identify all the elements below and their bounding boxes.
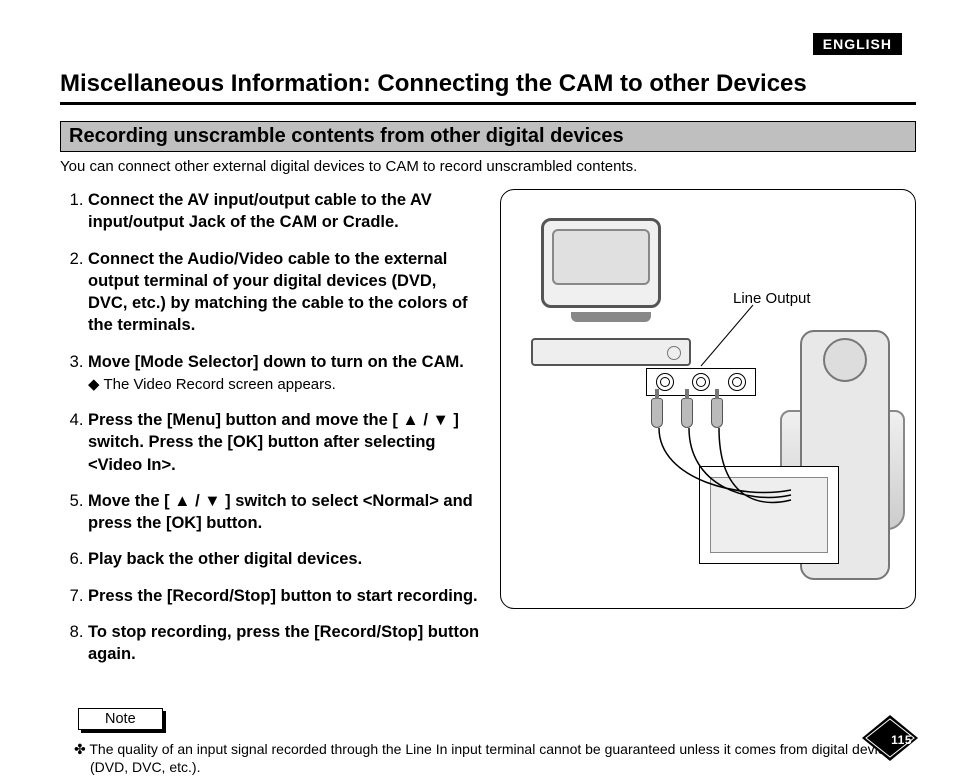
tv-icon [541, 218, 681, 328]
step-text: Press the [Menu] button and move the [ ▲… [88, 411, 459, 474]
step-2: Connect the Audio/Video cable to the ext… [88, 248, 480, 337]
steps-list: Connect the AV input/output cable to the… [60, 189, 480, 680]
rca-plugs-icon [651, 398, 723, 428]
step-text: Connect the Audio/Video cable to the ext… [88, 250, 468, 335]
step-4: Press the [Menu] button and move the [ ▲… [88, 409, 480, 476]
step-text: Move [Mode Selector] down to turn on the… [88, 353, 464, 371]
step-5: Move the [ ▲ / ▼ ] switch to select <Nor… [88, 490, 480, 535]
content-row: Connect the AV input/output cable to the… [60, 189, 916, 680]
page-corner-icon: 115 [862, 715, 918, 761]
manual-page: ENGLISH Miscellaneous Information: Conne… [0, 0, 954, 779]
output-jacks-icon [646, 368, 756, 396]
page-title: Miscellaneous Information: Connecting th… [60, 70, 916, 105]
step-8: To stop recording, press the [Record/Sto… [88, 621, 480, 666]
step-text: Connect the AV input/output cable to the… [88, 191, 432, 231]
step-text: Move the [ ▲ / ▼ ] switch to select <Nor… [88, 492, 473, 532]
player-deck-icon [531, 338, 691, 366]
page-number: 115 [891, 733, 912, 747]
connection-diagram: Line Output [500, 189, 916, 609]
line-output-label: Line Output [733, 290, 811, 307]
note-text: The quality of an input signal recorded … [60, 740, 916, 778]
step-3: Move [Mode Selector] down to turn on the… [88, 351, 480, 396]
step-text: To stop recording, press the [Record/Sto… [88, 623, 479, 663]
section-heading: Recording unscramble contents from other… [60, 121, 916, 152]
step-7: Press the [Record/Stop] button to start … [88, 585, 480, 607]
step-text: Play back the other digital devices. [88, 550, 362, 568]
step-text: Press the [Record/Stop] button to start … [88, 587, 478, 605]
step-sub: The Video Record screen appears. [88, 375, 480, 395]
step-1: Connect the AV input/output cable to the… [88, 189, 480, 234]
note-section: Note The quality of an input signal reco… [60, 708, 916, 778]
language-badge: ENGLISH [813, 33, 902, 55]
step-6: Play back the other digital devices. [88, 548, 480, 570]
intro-text: You can connect other external digital d… [60, 158, 916, 175]
inset-detail-icon [699, 466, 839, 564]
note-label: Note [78, 708, 163, 730]
